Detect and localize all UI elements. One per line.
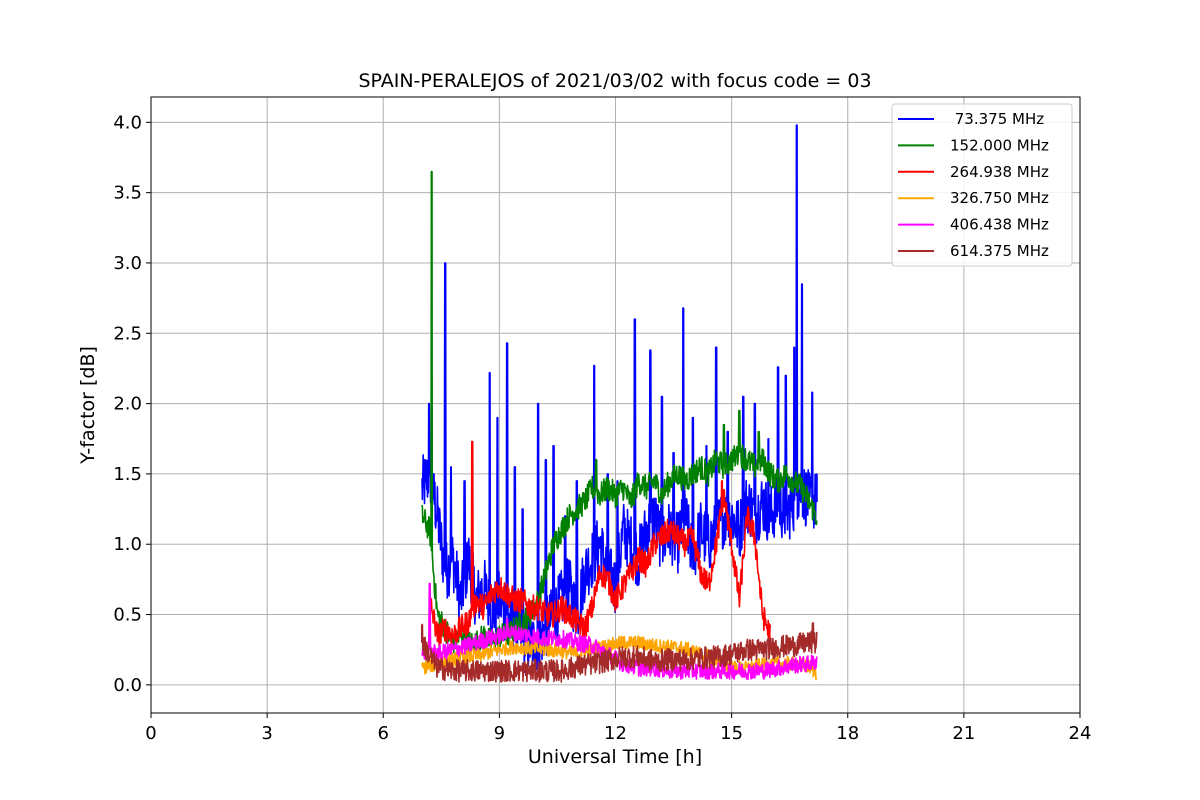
y-tick-label: 0.5 [113,605,142,626]
x-tick-label: 9 [494,723,505,744]
x-tick-label: 21 [952,723,975,744]
x-tick-label: 6 [378,723,389,744]
chart-title: SPAIN-PERALEJOS of 2021/03/02 with focus… [358,70,871,92]
y-tick-label: 2.0 [113,394,142,415]
x-tick-label: 0 [145,723,156,744]
series-line [421,635,818,681]
x-tick-label: 15 [720,723,743,744]
y-tick-label: 1.0 [113,534,142,555]
x-tick-label: 18 [836,723,859,744]
x-tick-label: 3 [261,723,272,744]
y-tick-label: 1.5 [113,464,142,485]
y-tick-label: 3.0 [113,253,142,274]
legend-label: 326.750 MHz [950,189,1049,207]
legend-label: 614.375 MHz [950,242,1049,260]
series-line [428,440,772,648]
plot-area [420,124,818,683]
x-tick-label: 12 [604,723,627,744]
y-tick-label: 4.0 [113,112,142,133]
series-layer [420,124,818,683]
legend-label: 152.000 MHz [950,136,1049,154]
legend-label: 264.938 MHz [950,163,1049,181]
legend-label: 73.375 MHz [950,110,1044,128]
tick-layer: 0 3 6 9 12 15 18 21 24 0.0 0.5 1.0 1.5 2.0 2.5 3.0 3.5 4.… [113,112,1091,744]
legend-label: 406.438 MHz [950,216,1049,234]
legend: 73.375 MHz 152.000 MHz 264.938 MHz 326.750 … [891,103,1073,267]
y-tick-label: 2.5 [113,323,142,344]
series-line [421,622,818,683]
y-tick-label: 0.0 [113,675,142,696]
y-axis-label: Y-factor [dB] [77,346,99,465]
y-tick-label: 3.5 [113,183,142,204]
legend-box [891,103,1073,267]
x-tick-label: 24 [1069,723,1092,744]
x-axis-label: Universal Time [h] [528,746,702,768]
series-line [421,582,818,680]
